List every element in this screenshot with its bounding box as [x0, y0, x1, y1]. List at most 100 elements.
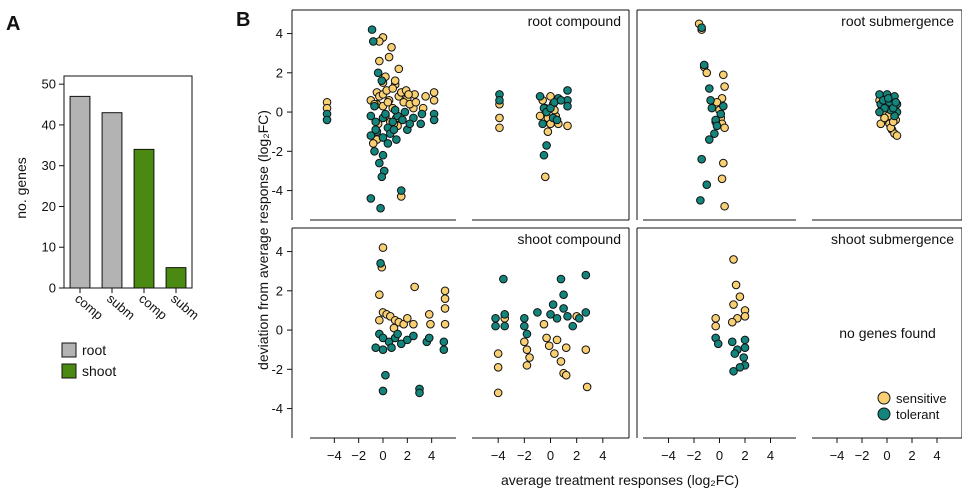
facet-title: shoot submergence	[831, 231, 954, 247]
facet-x-tick-label: 4	[599, 448, 606, 463]
tolerant-point	[375, 158, 384, 168]
sensitive-point	[522, 345, 532, 354]
facet-x-tick-label: 2	[741, 448, 748, 463]
panel-b-legend: sensitive tolerant	[877, 391, 947, 422]
tolerant-point	[396, 339, 406, 349]
facet-y-tick-label: 0	[276, 323, 283, 338]
sensitive-point	[546, 92, 555, 101]
sensitive-point	[411, 97, 421, 107]
tolerant-point	[716, 109, 726, 119]
tolerant-point	[403, 335, 412, 345]
tolerant-point	[366, 131, 376, 140]
sensitive-point	[556, 357, 566, 366]
sensitive-point	[539, 319, 549, 329]
sensitive-point	[543, 127, 553, 136]
facet-x-tick-label: −4	[491, 448, 506, 463]
facet-x-tick-label: 4	[428, 448, 435, 463]
facet-root-submergence: root submergence	[636, 9, 962, 221]
tolerant-point	[378, 333, 388, 343]
sensitive-point	[544, 341, 554, 351]
tolerant-point	[533, 308, 542, 317]
facet-y-tick-label: -4	[271, 401, 283, 416]
facet-x-tick-label: 0	[547, 448, 554, 463]
panel-b-scatter-grid: B deviation from average response (log₂F…	[236, 9, 962, 488]
tolerant-point	[366, 194, 376, 203]
panel-a-plot-frame	[63, 75, 193, 289]
tolerant-point	[500, 310, 510, 319]
tolerant-point	[376, 259, 385, 268]
tolerant-point	[706, 95, 715, 105]
sensitive-point	[719, 158, 728, 168]
panel-a-bar	[69, 95, 91, 289]
sensitive-point	[383, 97, 393, 107]
sensitive-point	[429, 88, 439, 97]
sensitive-point	[440, 304, 450, 313]
sensitive-point	[561, 370, 571, 380]
tolerant-point	[548, 300, 558, 309]
facet-root-compound: root compound -4 -2 0 2 4	[271, 9, 630, 221]
panel-a-letter: A	[6, 13, 20, 35]
panel-a-y-tick-label: 40	[42, 117, 56, 132]
sensitive-point	[378, 243, 388, 252]
tolerant-point	[712, 121, 722, 131]
sensitive-point	[390, 76, 400, 85]
facet-y-tick-label: 2	[276, 283, 283, 298]
facet-x-tick-label: −2	[351, 448, 366, 463]
tolerant-point	[378, 150, 388, 160]
panel-a-bar	[101, 112, 123, 289]
sensitive-point	[711, 321, 720, 331]
tolerant-point	[396, 186, 406, 195]
sensitive-point	[403, 313, 412, 323]
facet-x-tick-label: 0	[883, 448, 890, 463]
tolerant-point	[439, 337, 449, 347]
tolerant-point	[739, 353, 749, 362]
sensitive-point	[550, 349, 559, 358]
sensitive-point	[375, 290, 384, 300]
tolerant-point	[500, 321, 510, 331]
facet-title: shoot compound	[517, 231, 621, 247]
tolerant-point	[539, 150, 549, 160]
panel-a-bars	[69, 95, 187, 289]
sensitive-point	[368, 139, 378, 148]
sensitive-point	[522, 361, 532, 370]
facet-x-tick-label: −4	[830, 448, 845, 463]
facet-title: root compound	[528, 13, 621, 29]
sensitive-point	[493, 388, 503, 398]
tolerant-point	[491, 321, 500, 331]
sensitive-point	[729, 300, 738, 309]
tolerant-point	[381, 370, 390, 380]
sensitive-point	[740, 312, 750, 321]
tolerant-point	[367, 25, 377, 34]
tolerant-point	[552, 115, 562, 125]
panel-a-x-tick-label: subm	[168, 291, 202, 323]
panel-a-y-tick-label: 50	[42, 77, 56, 92]
panel-b-letter: B	[236, 9, 250, 31]
tolerant-point	[371, 117, 381, 127]
tolerant-point	[719, 101, 728, 111]
tolerant-point	[387, 343, 396, 353]
tolerant-point	[376, 203, 385, 213]
tolerant-point	[705, 135, 714, 144]
tolerant-point	[563, 312, 572, 321]
tolerant-point	[729, 366, 738, 376]
sensitive-point	[892, 131, 902, 140]
sensitive-point	[440, 286, 450, 296]
facet-x-tick-label: 2	[404, 448, 411, 463]
sensitive-point	[440, 294, 450, 303]
tolerant-point	[415, 388, 424, 398]
legend-shoot-swatch	[61, 363, 77, 379]
sensitive-point	[525, 353, 534, 362]
sensitive-point	[493, 363, 503, 372]
sensitive-point	[731, 280, 741, 290]
tolerant-point	[891, 97, 901, 107]
sensitive-point	[429, 95, 439, 105]
sensitive-point	[561, 343, 571, 353]
facet-title: root submergence	[841, 13, 954, 29]
sensitive-point	[702, 68, 712, 78]
tolerant-point	[409, 331, 418, 341]
tolerant-point	[439, 345, 449, 354]
facet-shoot-compound: shoot compound -4 -2 0 2 4 −4 −2 0 2 4 −4 −2 0 2 4	[271, 227, 630, 463]
tolerant-point	[392, 135, 401, 144]
panel-a-x-tick-label: comp	[72, 291, 106, 323]
panel-b-facets: root compound -4 -2 0 2 4 root submergence shoo…	[271, 9, 962, 463]
